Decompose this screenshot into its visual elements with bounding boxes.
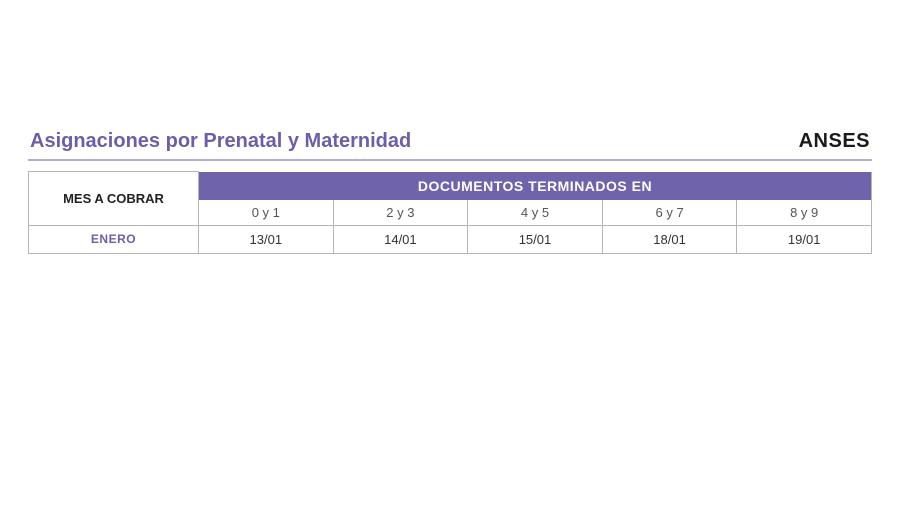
- range-cell: 8 y 9: [737, 200, 872, 226]
- date-cell: 19/01: [737, 225, 872, 253]
- range-cell: 4 y 5: [468, 200, 603, 226]
- page-title: Asignaciones por Prenatal y Maternidad: [30, 130, 411, 153]
- documents-header: DOCUMENTOS TERMINADOS EN: [199, 172, 872, 200]
- table-header-row-1: MES A COBRAR DOCUMENTOS TERMINADOS EN: [29, 172, 872, 200]
- divider-line: [28, 159, 872, 161]
- range-cell: 6 y 7: [602, 200, 737, 226]
- header-row: Asignaciones por Prenatal y Maternidad A…: [28, 130, 872, 153]
- page-container: Asignaciones por Prenatal y Maternidad A…: [0, 0, 900, 254]
- table-row: ENERO 13/01 14/01 15/01 18/01 19/01: [29, 225, 872, 253]
- date-cell: 13/01: [199, 225, 334, 253]
- date-cell: 18/01: [602, 225, 737, 253]
- range-cell: 2 y 3: [333, 200, 468, 226]
- brand-label: ANSES: [799, 130, 870, 153]
- month-header: MES A COBRAR: [29, 172, 199, 226]
- schedule-table: MES A COBRAR DOCUMENTOS TERMINADOS EN 0 …: [28, 171, 872, 254]
- date-cell: 15/01: [468, 225, 603, 253]
- month-cell: ENERO: [29, 225, 199, 253]
- range-cell: 0 y 1: [199, 200, 334, 226]
- date-cell: 14/01: [333, 225, 468, 253]
